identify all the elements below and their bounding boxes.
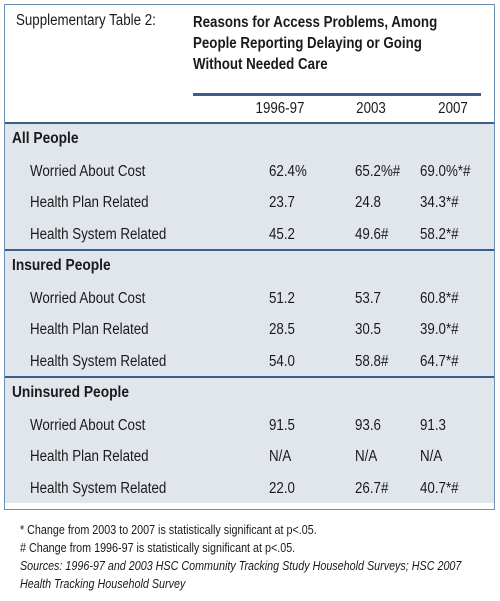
- row-label: Worried About Cost: [30, 163, 146, 180]
- row-label: Health System Related: [30, 480, 167, 497]
- row-label: Worried About Cost: [30, 290, 146, 307]
- table-title-line: People Reporting Delaying or Going: [193, 35, 422, 52]
- section-heading: Uninsured People: [12, 384, 129, 401]
- table-cell: 51.2: [269, 290, 295, 307]
- row-label: Health Plan Related: [30, 321, 149, 338]
- table-cell: 60.8*#: [420, 290, 459, 307]
- row-label: Worried About Cost: [30, 417, 146, 434]
- section-divider: [5, 249, 494, 251]
- table-cell: N/A: [269, 448, 292, 465]
- column-header: 1996-97: [255, 100, 305, 117]
- table-cell: 40.7*#: [420, 480, 459, 497]
- table-title-line: Without Needed Care: [193, 56, 328, 73]
- table-cell: 39.0*#: [420, 321, 459, 338]
- section-heading: All People: [12, 130, 79, 147]
- row-label: Health Plan Related: [30, 448, 149, 465]
- table-cell: 64.7*#: [420, 353, 459, 370]
- table-cell: 91.5: [269, 417, 295, 434]
- footnote-significance-2003: * Change from 2003 to 2007 is statistica…: [20, 523, 317, 537]
- table-shading: [5, 122, 494, 503]
- table-cell: 30.5: [355, 321, 381, 338]
- table-cell: 23.7: [269, 194, 295, 211]
- table-cell: 28.5: [269, 321, 295, 338]
- table-frame: [4, 4, 495, 510]
- table-cell: 58.8#: [355, 353, 389, 370]
- table-cell: 54.0: [269, 353, 295, 370]
- column-header: 2007: [438, 100, 468, 117]
- row-label: Health Plan Related: [30, 194, 149, 211]
- table-cell: 22.0: [269, 480, 295, 497]
- table-cell: N/A: [355, 448, 378, 465]
- row-label: Health System Related: [30, 353, 167, 370]
- table-cell: 69.0%*#: [420, 163, 471, 180]
- table-label: Supplementary Table 2:: [16, 12, 156, 29]
- section-heading: Insured People: [12, 257, 111, 274]
- footnote-sources: Sources: 1996-97 and 2003 HSC Community …: [20, 559, 462, 573]
- section-divider: [5, 122, 494, 124]
- table-cell: N/A: [420, 448, 443, 465]
- table-cell: 49.6#: [355, 226, 389, 243]
- table-cell: 65.2%#: [355, 163, 401, 180]
- table-cell: 93.6: [355, 417, 381, 434]
- table-cell: 62.4%: [269, 163, 307, 180]
- column-header: 2003: [356, 100, 386, 117]
- table-cell: 45.2: [269, 226, 295, 243]
- table-cell: 24.8: [355, 194, 381, 211]
- row-label: Health System Related: [30, 226, 167, 243]
- table-title-line: Reasons for Access Problems, Among: [193, 14, 438, 31]
- footnote-sources-cont: Health Tracking Household Survey: [20, 577, 186, 591]
- table-cell: 58.2*#: [420, 226, 459, 243]
- table-cell: 91.3: [420, 417, 446, 434]
- table-title: Reasons for Access Problems, Among Peopl…: [193, 12, 437, 75]
- table-cell: 34.3*#: [420, 194, 459, 211]
- section-divider: [5, 376, 494, 378]
- title-underline: [193, 93, 481, 96]
- footnote-significance-1996: # Change from 1996-97 is statistically s…: [20, 541, 296, 555]
- table-cell: 53.7: [355, 290, 381, 307]
- table-cell: 26.7#: [355, 480, 389, 497]
